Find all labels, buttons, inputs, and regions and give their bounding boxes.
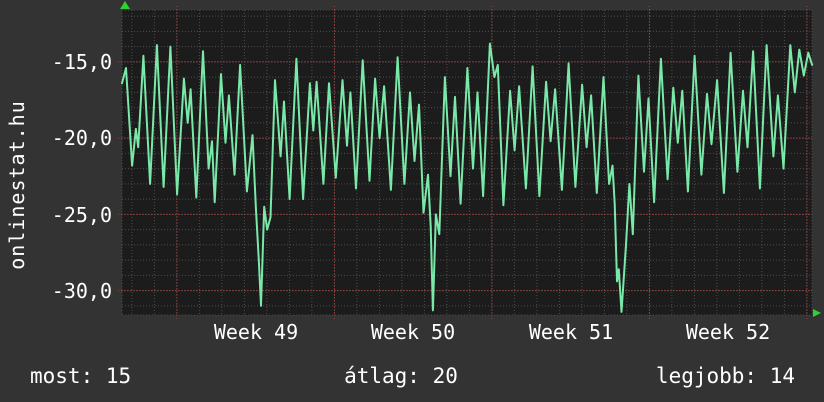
site-title-vertical: onlinestat.hu <box>5 100 29 270</box>
stat-average: átlag: 20 <box>344 364 458 388</box>
y-tick-label: -30,0 <box>51 279 112 303</box>
x-tick-label-week50: Week 50 <box>370 320 456 344</box>
line-chart <box>118 6 814 319</box>
x-axis-arrow-icon <box>813 309 821 317</box>
y-tick-label: -20,0 <box>51 126 112 150</box>
y-axis-arrow-icon <box>120 1 130 9</box>
x-tick-label-week51: Week 51 <box>528 320 614 344</box>
stat-best: legjobb: 14 <box>655 364 795 388</box>
x-tick-label-week49: Week 49 <box>213 320 299 344</box>
chart-plot-area <box>118 6 814 319</box>
stat-current: most: 15 <box>30 364 132 388</box>
y-tick-label: -25,0 <box>51 203 112 227</box>
y-tick-label: -15,0 <box>51 50 112 74</box>
ping-series-line <box>121 42 814 313</box>
x-tick-label-week52: Week 52 <box>685 320 771 344</box>
